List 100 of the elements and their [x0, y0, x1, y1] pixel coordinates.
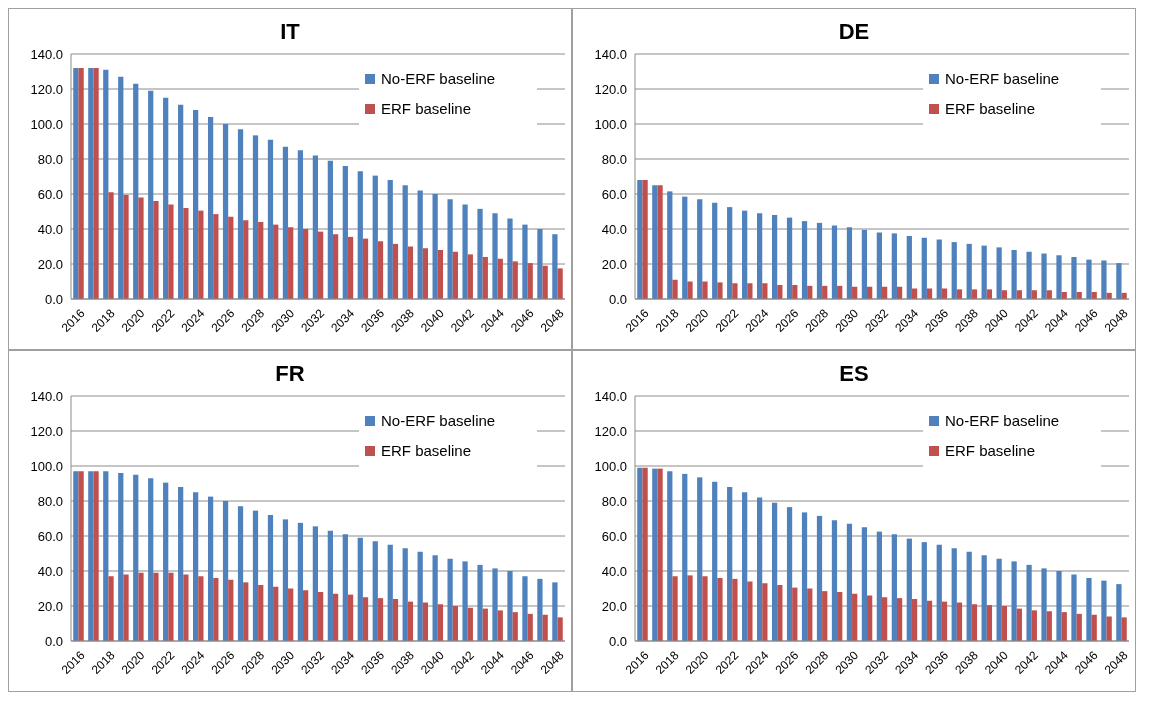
bar — [921, 542, 927, 641]
bar — [452, 251, 458, 299]
bar — [732, 283, 738, 299]
bar — [267, 139, 274, 299]
bar — [717, 282, 723, 299]
bar — [747, 283, 753, 299]
bar — [362, 597, 369, 641]
bar — [377, 598, 384, 641]
bar — [652, 468, 658, 641]
bar — [966, 551, 972, 641]
bar — [642, 180, 648, 299]
bar — [327, 530, 333, 641]
bar — [288, 227, 294, 299]
bar — [762, 283, 768, 299]
bar — [926, 600, 933, 641]
bar — [342, 534, 348, 641]
bar — [207, 117, 214, 299]
bar — [222, 501, 229, 641]
bar — [757, 497, 763, 641]
bar — [138, 197, 144, 299]
bar — [552, 582, 558, 641]
bar — [801, 221, 808, 299]
y-tick-label: 80.0 — [37, 493, 63, 509]
legend-label: ERF baseline — [945, 100, 1036, 118]
bar — [537, 578, 543, 641]
bar — [527, 263, 533, 299]
bar — [1076, 613, 1082, 641]
bar — [762, 583, 768, 641]
bar — [1046, 611, 1052, 641]
bar — [497, 610, 503, 641]
bar — [422, 602, 429, 641]
y-tick-label: 100.0 — [30, 458, 63, 474]
bar — [891, 233, 897, 299]
legend-label: ERF baseline — [381, 100, 472, 118]
bar — [557, 268, 563, 299]
y-tick-label: 80.0 — [37, 151, 63, 167]
bar — [742, 492, 748, 641]
y-tick-label: 40.0 — [601, 563, 627, 579]
y-tick-label: 140.0 — [594, 388, 627, 404]
bar — [831, 225, 838, 299]
y-tick-label: 60.0 — [601, 186, 627, 202]
bar — [133, 474, 139, 641]
bar — [1011, 250, 1017, 299]
y-tick-label: 20.0 — [37, 256, 63, 272]
bar — [148, 90, 154, 299]
bar — [956, 602, 963, 641]
legend-label: No-ERF baseline — [945, 412, 1060, 430]
bar — [727, 207, 733, 299]
bar — [252, 510, 259, 641]
bar — [1061, 612, 1067, 641]
bar — [846, 523, 853, 641]
bar — [282, 146, 289, 299]
bar — [522, 576, 528, 641]
bar — [816, 222, 823, 299]
legend-label: ERF baseline — [381, 442, 472, 460]
bar — [297, 522, 304, 641]
bar — [1101, 260, 1107, 299]
bar — [861, 527, 868, 641]
bar — [822, 591, 828, 641]
bar — [906, 538, 912, 641]
bar — [477, 564, 483, 641]
bar — [542, 614, 548, 641]
bar — [213, 214, 219, 299]
bar — [258, 585, 264, 641]
bar — [183, 574, 189, 641]
y-tick-label: 140.0 — [30, 388, 63, 404]
bar — [447, 558, 453, 641]
bar — [876, 232, 882, 299]
bar — [757, 213, 763, 299]
bar — [118, 76, 124, 299]
bar — [876, 531, 882, 641]
bar — [852, 593, 858, 641]
bar — [687, 281, 693, 299]
bar — [801, 512, 808, 641]
bar — [637, 180, 643, 299]
y-tick-label: 20.0 — [601, 598, 627, 614]
bar — [342, 166, 348, 299]
bar — [168, 572, 174, 641]
bar — [891, 534, 897, 641]
bar — [237, 506, 244, 641]
y-tick-label: 40.0 — [601, 221, 627, 237]
bar — [267, 515, 274, 641]
bar — [1041, 253, 1047, 299]
y-tick-label: 80.0 — [601, 151, 627, 167]
bar — [971, 289, 978, 299]
bar — [312, 526, 318, 641]
legend-label: No-ERF baseline — [381, 412, 496, 430]
bar — [452, 606, 458, 641]
bar — [477, 208, 483, 299]
bar — [467, 607, 473, 641]
bar — [402, 548, 408, 641]
bar — [846, 227, 853, 299]
bar — [1071, 574, 1077, 641]
bar — [1116, 584, 1122, 641]
bar — [437, 604, 443, 641]
bar — [667, 191, 673, 299]
bar — [1041, 568, 1047, 641]
y-tick-label: 0.0 — [608, 633, 627, 649]
bar — [672, 279, 678, 299]
bar — [522, 224, 528, 299]
